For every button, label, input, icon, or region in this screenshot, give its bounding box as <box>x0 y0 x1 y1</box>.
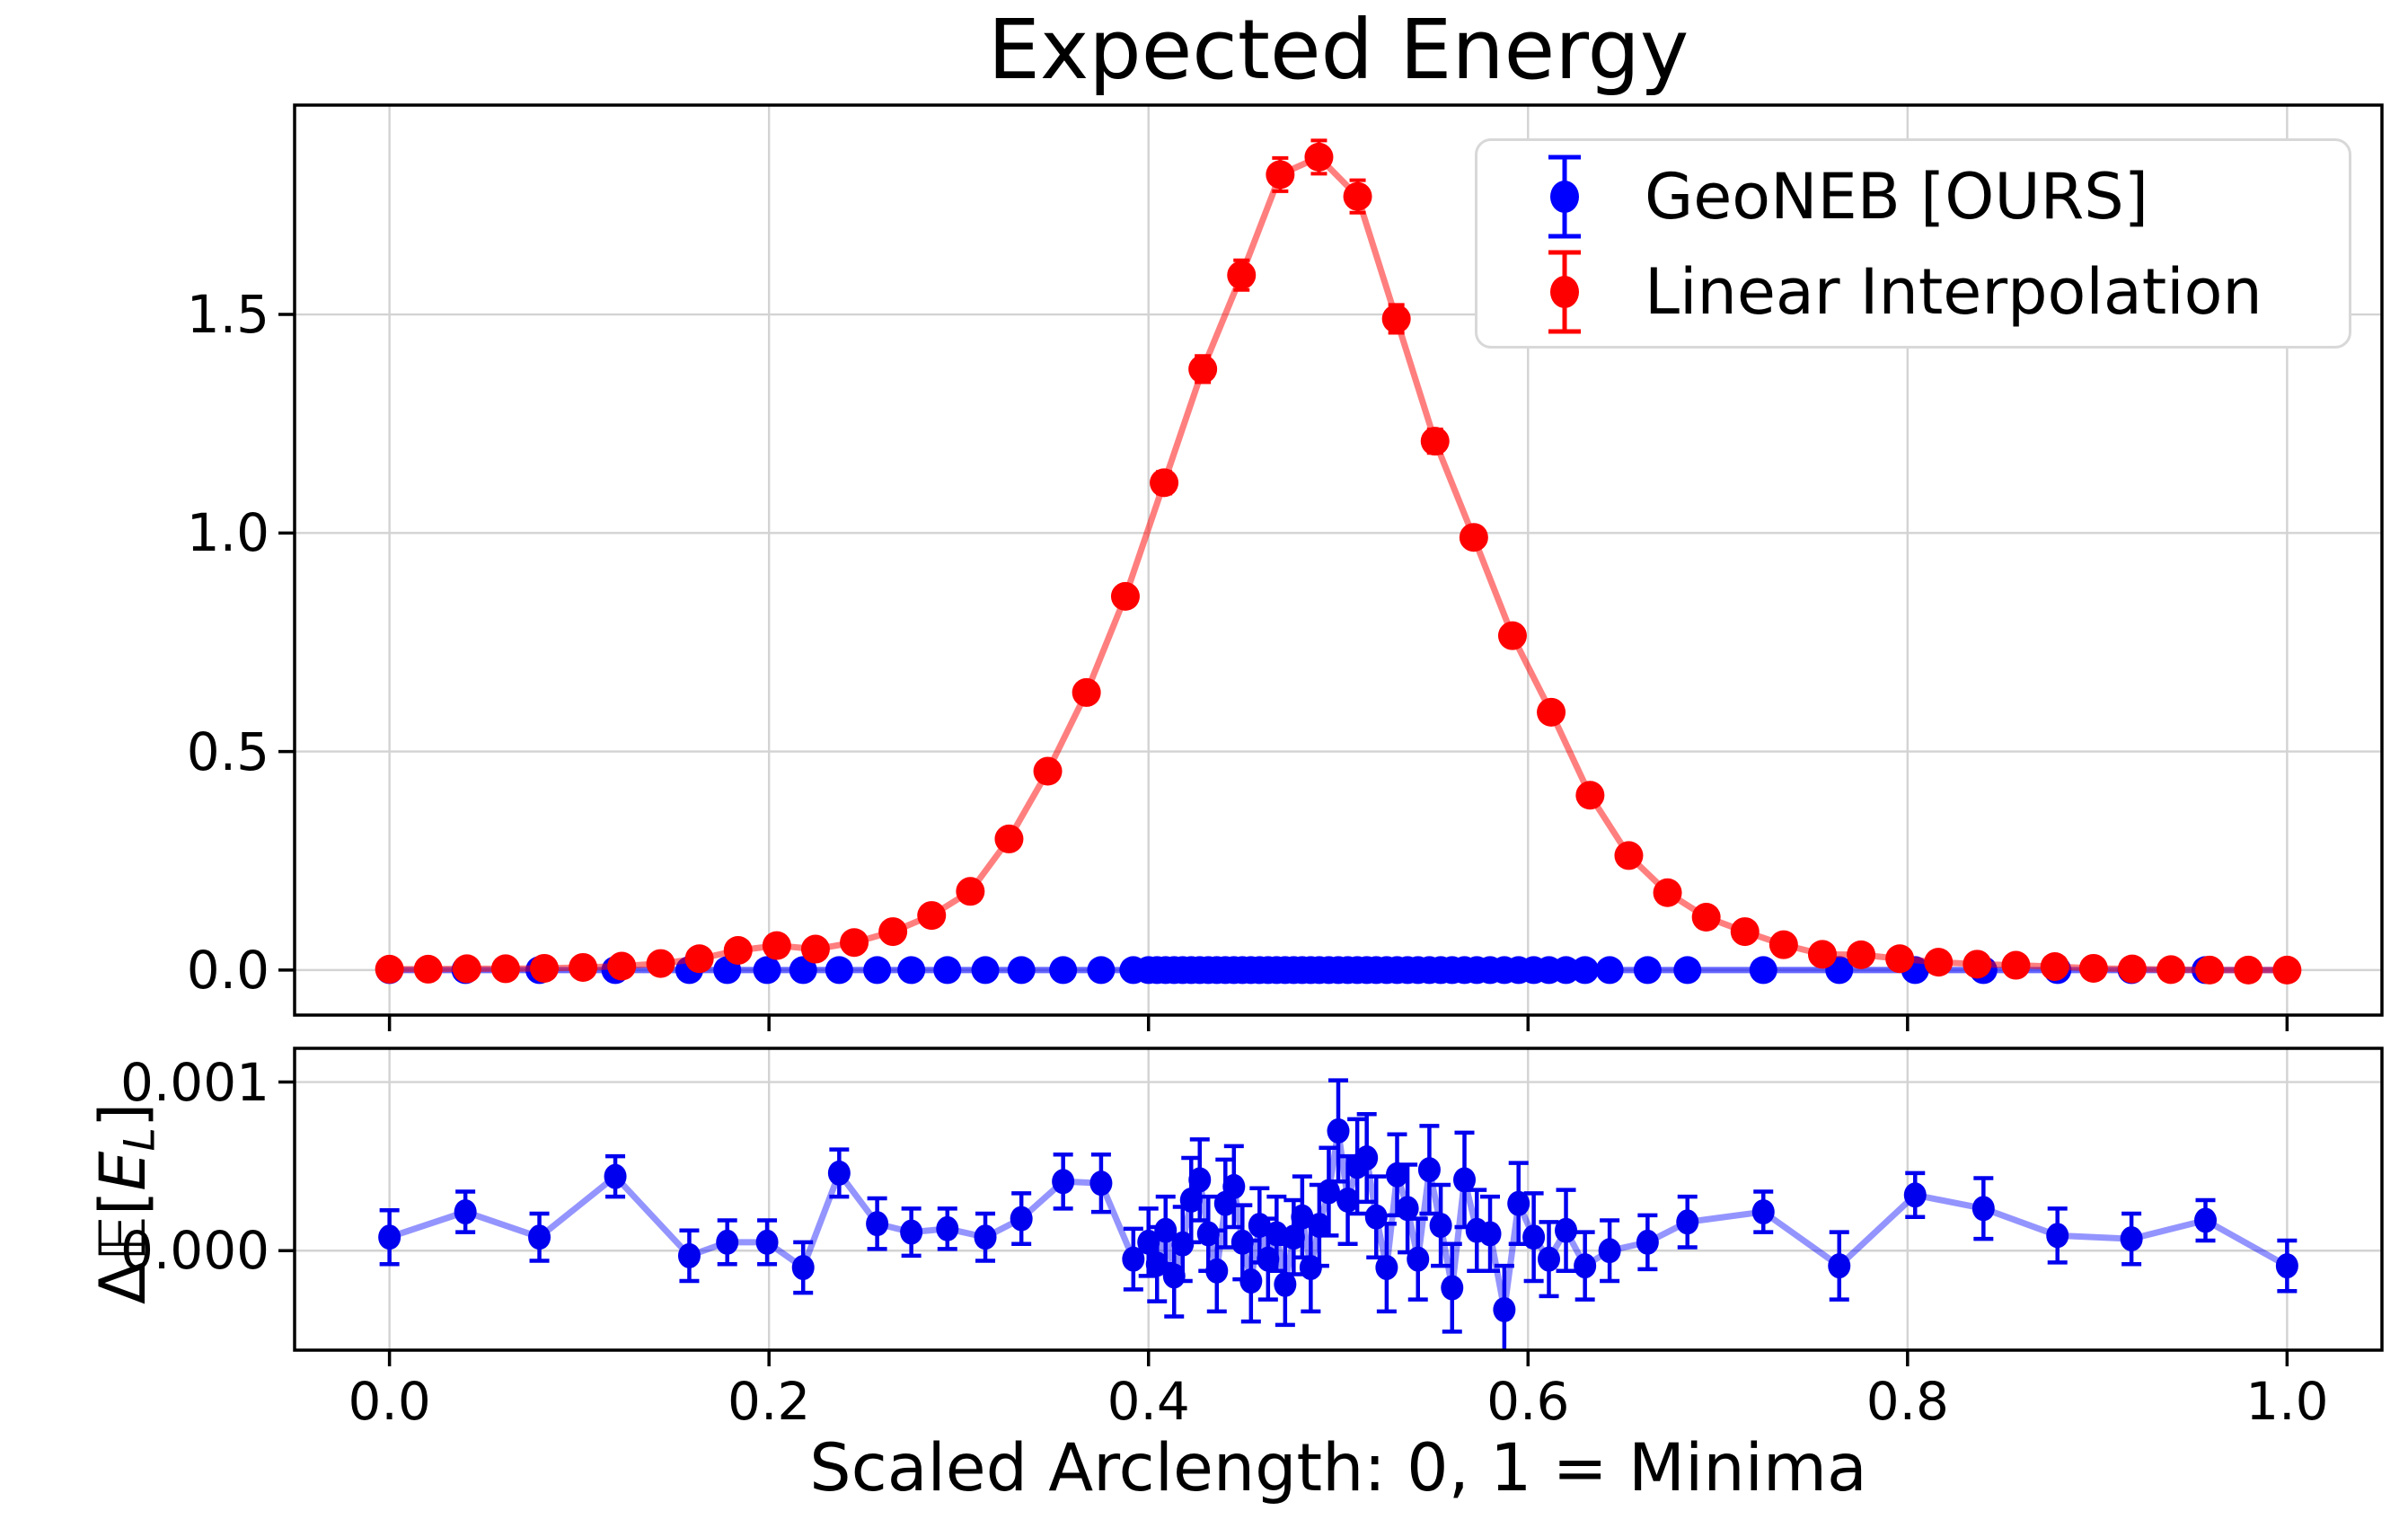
x-tick-label: 0.8 <box>1866 1371 1949 1432</box>
legend-entry-linear: Linear Interpolation <box>1477 245 2349 339</box>
delta-points <box>378 1117 2298 1322</box>
chart-title: Expected Energy <box>987 2 1689 98</box>
x-tick-label: 0.2 <box>728 1371 811 1432</box>
errorbar-marker-icon <box>1548 155 1581 239</box>
x-axis-label: Scaled Arclength: 0, 1 = Minima <box>809 1430 1867 1506</box>
bottom-y-tick-label: 0.000 <box>119 1220 269 1282</box>
bottom-axes-frame <box>293 1047 2384 1352</box>
x-tick-label: 0.4 <box>1107 1371 1190 1432</box>
linear-interp-points <box>375 142 2302 985</box>
legend-box: GeoNEB [OURS] Linear Interpolation <box>1475 138 2351 349</box>
x-tick-label: 1.0 <box>2245 1371 2329 1432</box>
x-tick-label: 0.6 <box>1486 1371 1570 1432</box>
bottom-y-tick-label: 0.001 <box>119 1051 269 1113</box>
errorbar-marker-icon <box>1548 250 1581 334</box>
top-axes-content <box>375 138 2302 985</box>
x-tick-label: 0.0 <box>348 1371 431 1432</box>
legend-label: GeoNEB [OURS] <box>1645 160 2149 234</box>
top-y-tick-label: 1.5 <box>186 284 269 346</box>
top-y-tick-label: 0.0 <box>186 939 269 1001</box>
legend-entry-geoneb: GeoNEB [OURS] <box>1477 150 2349 243</box>
legend-label: Linear Interpolation <box>1645 255 2262 329</box>
bottom-axes-content <box>378 1078 2298 1350</box>
top-y-tick-label: 0.5 <box>186 720 269 782</box>
top-axes-frame <box>293 103 2384 1017</box>
top-y-tick-label: 1.0 <box>186 502 269 564</box>
axis-tick-marks <box>278 313 2289 1366</box>
